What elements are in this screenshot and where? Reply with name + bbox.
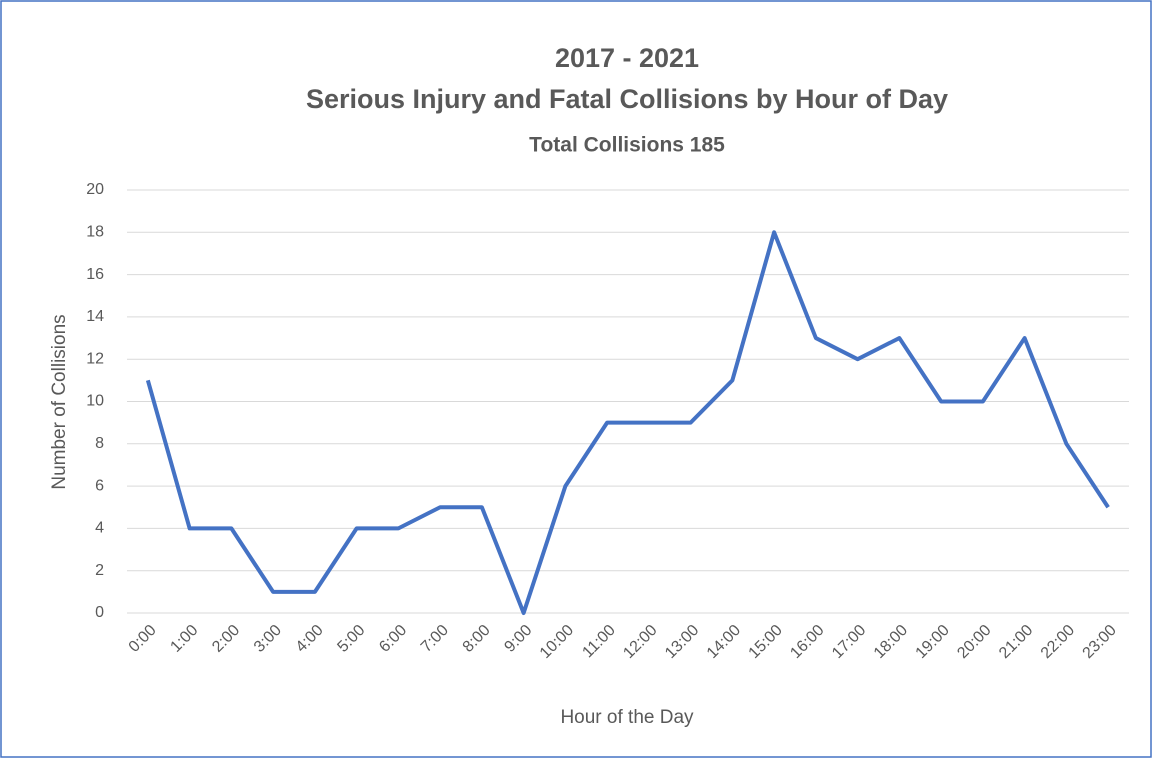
y-tick-label: 14: [86, 308, 104, 325]
y-tick-label: 16: [86, 266, 104, 283]
chart-title: Serious Injury and Fatal Collisions by H…: [306, 84, 948, 114]
y-tick-label: 0: [95, 604, 104, 621]
y-tick-label: 20: [86, 181, 104, 198]
chart-title: 2017 - 2021: [555, 43, 699, 73]
y-tick-label: 8: [95, 435, 104, 452]
y-tick-label: 12: [86, 350, 104, 367]
y-tick-label: 2: [95, 562, 104, 579]
y-tick-label: 4: [95, 520, 104, 537]
x-axis-label: Hour of the Day: [560, 707, 694, 728]
chart-subtitle: Total Collisions 185: [529, 134, 725, 157]
data-line: [145, 230, 1110, 615]
y-axis-label: Number of Collisions: [49, 314, 70, 489]
y-tick-label: 10: [86, 393, 104, 410]
y-tick-label: 18: [86, 224, 104, 241]
y-tick-label: 6: [95, 477, 104, 494]
